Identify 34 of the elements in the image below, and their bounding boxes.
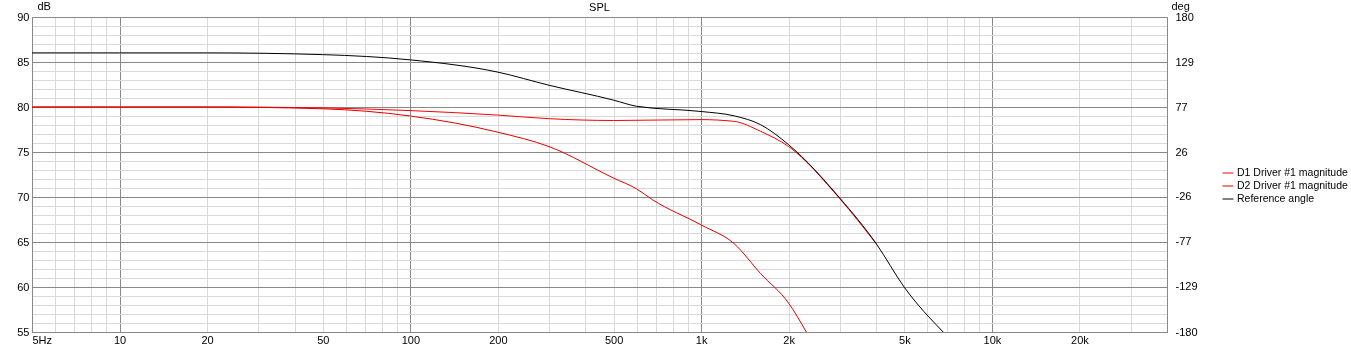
y-tick-label: 70 [17, 190, 30, 203]
y-tick-label: 55 [17, 325, 30, 338]
legend-label: D1 Driver #1 magnitude [1237, 166, 1349, 178]
y2-axis-title: deg [1171, 0, 1190, 12]
x-tick-label: 2k [783, 333, 796, 346]
x-tick-label: 500 [604, 333, 624, 346]
x-tick-label: 10k [983, 333, 1002, 346]
y2-tick-label: -77 [1175, 235, 1192, 248]
y-tick-label: 80 [17, 100, 30, 113]
x-tick-label: 20 [201, 333, 214, 346]
y-axis-title: dB [37, 0, 51, 12]
x-tick-label: 20k [1071, 333, 1090, 346]
x-tick-label: 5Hz [32, 333, 53, 346]
legend-label: D2 Driver #1 magnitude [1237, 179, 1349, 191]
y2-tick-label: -129 [1175, 280, 1198, 293]
y-tick-label: 85 [17, 55, 30, 68]
y2-tick-label: 26 [1175, 145, 1188, 158]
chart-title: SPL [589, 1, 610, 13]
x-tick-label: 200 [489, 333, 508, 346]
y2-tick-label: 180 [1175, 10, 1194, 23]
x-tick-label: 5k [899, 333, 912, 346]
x-tick-label: 1k [695, 333, 708, 346]
y2-tick-label: -180 [1175, 325, 1198, 338]
x-tick-label: 50 [317, 333, 330, 346]
x-tick-label: 10 [113, 333, 127, 346]
y-tick-label: 65 [17, 235, 30, 248]
y-tick-label: 60 [17, 280, 30, 293]
legend-label: Reference angle [1237, 192, 1315, 204]
y-tick-label: 75 [17, 145, 30, 158]
y2-tick-label: -26 [1175, 190, 1192, 203]
y2-tick-label: 77 [1175, 100, 1188, 113]
x-tick-label: 100 [401, 333, 421, 346]
y-tick-label: 90 [17, 10, 30, 23]
y2-tick-label: 129 [1175, 55, 1194, 68]
